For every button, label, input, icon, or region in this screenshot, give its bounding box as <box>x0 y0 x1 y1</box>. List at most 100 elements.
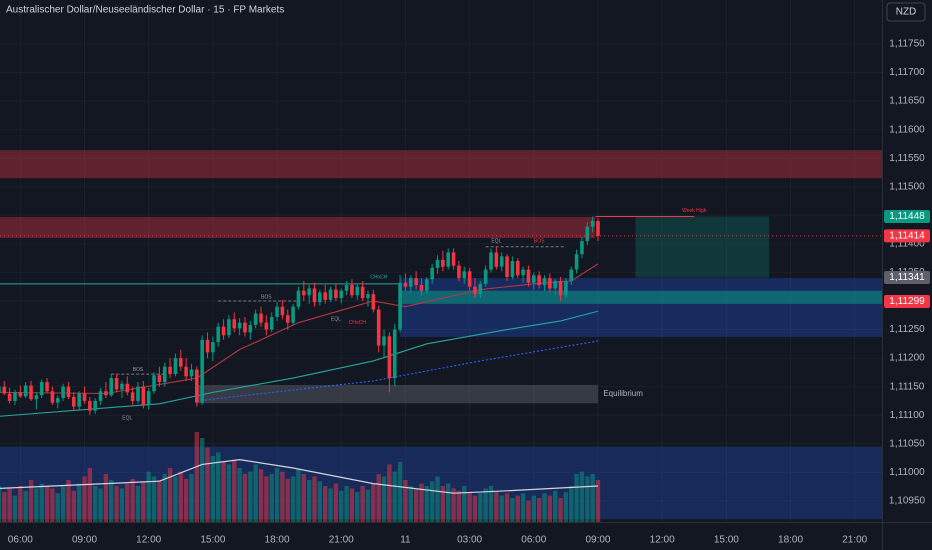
volume-bar <box>98 488 103 522</box>
candle-body <box>211 342 215 353</box>
candle-body <box>98 391 103 401</box>
y-tick-label: 1,11650 <box>889 96 925 107</box>
volume-bar <box>125 483 130 522</box>
currency-button[interactable] <box>886 2 926 22</box>
candle-body <box>34 395 39 400</box>
candle-body <box>355 286 360 296</box>
volume-bar <box>237 468 242 522</box>
currency-label[interactable]: NZD <box>896 7 917 18</box>
volume-bar <box>595 480 601 522</box>
candle-body <box>232 319 237 329</box>
volume-bar <box>114 486 119 522</box>
candle-body <box>435 259 440 268</box>
candle-body <box>489 252 493 270</box>
candle-body <box>494 252 499 267</box>
price-label-box <box>884 209 930 223</box>
candle-body <box>93 400 98 411</box>
candle-body <box>253 313 258 325</box>
candle-body <box>371 294 376 310</box>
candle-body <box>130 392 135 401</box>
plot-layer: BOS EQL BOS EQL CHoCH CHoCH EQL BOS Week High Equ… <box>0 150 883 522</box>
volume-bar <box>290 476 296 522</box>
candle-body <box>360 286 365 299</box>
x-tick-label: 11 <box>400 535 411 546</box>
candle-body <box>120 383 124 390</box>
annotation: Equilibrium <box>603 389 643 398</box>
price-label-box <box>884 295 930 309</box>
candle-body <box>13 392 17 401</box>
volume-bar <box>60 486 66 522</box>
volume-bar <box>76 483 82 522</box>
annotation: BOS <box>133 367 144 373</box>
candle-body <box>125 383 130 393</box>
candle-body <box>312 288 317 303</box>
volume-bar <box>312 476 317 522</box>
candle-body <box>0 386 1 393</box>
volume-bar <box>183 478 189 522</box>
candle-body <box>264 322 269 330</box>
volume-bar <box>71 490 77 522</box>
candle-body <box>318 292 322 303</box>
candle-body <box>408 278 413 287</box>
candle-body <box>457 265 461 279</box>
volume-bar <box>488 486 494 522</box>
volume-bar <box>515 495 520 522</box>
volume-bar <box>189 474 194 522</box>
candle-body <box>569 269 574 281</box>
candle-body <box>162 366 167 383</box>
volume-bar <box>135 486 141 522</box>
candle-body <box>526 269 531 283</box>
candle-body <box>451 252 456 266</box>
candle-body <box>339 290 344 299</box>
price-label: 1,11299 <box>889 296 925 307</box>
volume-bar <box>248 471 253 522</box>
volume-bar <box>552 490 558 522</box>
annotation: BOS <box>534 238 545 244</box>
candle-body <box>542 278 547 285</box>
volume-bar <box>253 464 258 522</box>
candle-body <box>168 366 172 375</box>
volume-bar <box>344 486 349 522</box>
candle-body <box>141 386 146 405</box>
candle-body <box>237 322 242 329</box>
volume-bar <box>563 492 569 522</box>
volume-bar <box>39 483 44 522</box>
candle-body <box>195 369 199 403</box>
candle-body <box>521 269 525 276</box>
volume-bar <box>547 495 553 522</box>
candle-body <box>441 259 445 267</box>
volume-bar <box>542 493 547 522</box>
volume-bar <box>12 495 18 522</box>
y-tick-label: 1,11600 <box>889 124 925 135</box>
volume-bar <box>274 468 280 522</box>
zone <box>400 290 882 304</box>
candle-body <box>50 391 55 403</box>
volume-bar <box>18 486 23 522</box>
volume-bar <box>280 471 285 522</box>
candle-body <box>531 275 536 283</box>
volume-bar <box>306 480 312 522</box>
volume-bar <box>130 478 135 522</box>
candle-body <box>243 322 247 333</box>
y-tick-label: 1,11500 <box>889 181 925 192</box>
candle-body <box>72 396 76 407</box>
y-tick-label: 1,10950 <box>889 496 926 507</box>
candle-body <box>2 386 7 394</box>
annotation: BOS <box>261 294 272 300</box>
x-tick-label: 12:00 <box>650 535 675 546</box>
x-tick-label: 21:00 <box>842 535 867 546</box>
volume-bar <box>520 493 526 522</box>
annotation: EQL <box>491 238 501 244</box>
volume-bar <box>232 459 237 522</box>
volume-bar <box>109 480 114 522</box>
x-tick-label: 15:00 <box>200 535 225 546</box>
y-tick-label: 1,11250 <box>889 324 925 335</box>
candle-body <box>66 386 71 397</box>
candle-body <box>173 358 178 375</box>
candle-body <box>82 393 87 401</box>
price-label-box <box>884 271 930 285</box>
candle-body <box>189 369 194 377</box>
candle-body <box>18 392 23 397</box>
